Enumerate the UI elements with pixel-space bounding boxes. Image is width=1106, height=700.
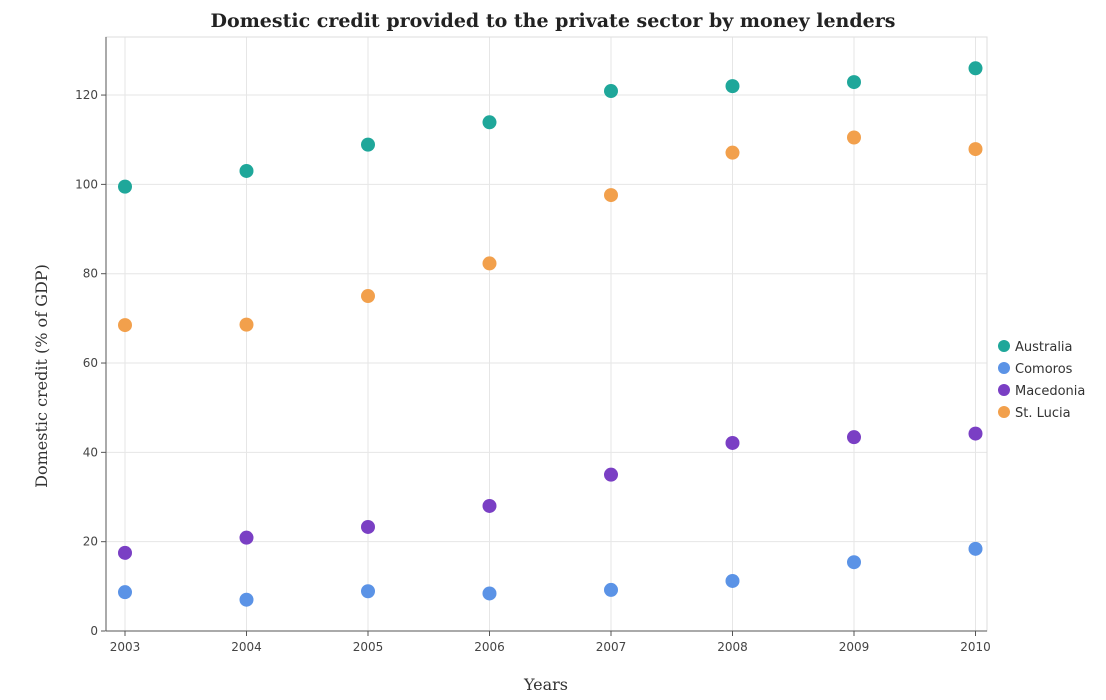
data-point	[604, 84, 618, 99]
data-point	[482, 115, 497, 130]
y-tick-label: 80	[83, 267, 98, 281]
data-point	[361, 289, 375, 304]
data-point	[361, 137, 375, 152]
data-point	[604, 188, 618, 203]
data-point	[847, 130, 861, 145]
legend-label: St. Lucia	[1015, 406, 1071, 421]
data-point	[482, 586, 497, 601]
data-point	[725, 435, 740, 450]
series-st-lucia	[118, 130, 983, 333]
data-point	[118, 545, 132, 560]
y-tick-label: 0	[90, 624, 98, 638]
series-australia	[118, 61, 983, 194]
y-tick-label: 20	[83, 535, 98, 549]
data-point	[239, 530, 254, 545]
y-tick-label: 120	[75, 88, 98, 102]
legend-label: Comoros	[1015, 362, 1073, 377]
data-point	[968, 142, 983, 157]
data-point	[482, 498, 497, 513]
data-point	[968, 61, 983, 76]
data-point	[847, 430, 861, 445]
x-tick-label: 2010	[960, 640, 991, 654]
legend-label: Macedonia	[1015, 384, 1085, 399]
data-point	[725, 573, 740, 588]
y-tick-label: 60	[83, 356, 98, 370]
x-tick-label: 2003	[110, 640, 141, 654]
x-axis-label: Years	[523, 675, 568, 694]
data-point	[239, 163, 254, 178]
legend: Australia Comoros Macedonia St. Lucia	[998, 340, 1085, 421]
data-point	[361, 519, 375, 534]
data-point	[239, 317, 254, 332]
data-points	[118, 61, 983, 607]
legend-item: Macedonia	[998, 384, 1085, 399]
legend-item: St. Lucia	[998, 406, 1071, 421]
y-axis-label: Domestic credit (% of GDP)	[32, 264, 51, 488]
y-tick-label: 40	[83, 445, 98, 459]
chart-title: Domestic credit provided to the private …	[211, 10, 896, 32]
legend-marker	[998, 406, 1010, 418]
data-point	[118, 585, 132, 600]
x-tick-label: 2009	[839, 640, 870, 654]
legend-item: Comoros	[998, 362, 1073, 377]
series-comoros	[118, 541, 983, 607]
data-point	[725, 145, 740, 160]
x-tick-label: 2005	[353, 640, 384, 654]
x-tick-label: 2004	[231, 640, 262, 654]
data-point	[482, 256, 497, 271]
series-macedonia	[118, 426, 983, 560]
y-tick-label: 100	[75, 177, 98, 191]
data-point	[604, 467, 618, 482]
data-point	[361, 584, 375, 599]
grid	[106, 37, 987, 632]
x-tick-label: 2008	[717, 640, 748, 654]
data-point	[968, 426, 983, 441]
data-point	[604, 582, 618, 597]
legend-marker	[998, 340, 1010, 352]
data-point	[847, 555, 861, 570]
data-point	[239, 592, 254, 607]
data-point	[118, 179, 132, 194]
legend-marker	[998, 384, 1010, 396]
data-point	[725, 79, 740, 94]
legend-item: Australia	[998, 340, 1073, 355]
data-point	[847, 75, 861, 90]
legend-marker	[998, 362, 1010, 374]
axes: 0 20 40 60 80 100 120 2003 2004 2005 2006 2007 2008 2…	[75, 36, 991, 654]
legend-label: Australia	[1015, 340, 1073, 355]
x-tick-label: 2006	[474, 640, 505, 654]
data-point	[118, 318, 132, 333]
x-tick-label: 2007	[596, 640, 627, 654]
data-point	[968, 541, 983, 556]
